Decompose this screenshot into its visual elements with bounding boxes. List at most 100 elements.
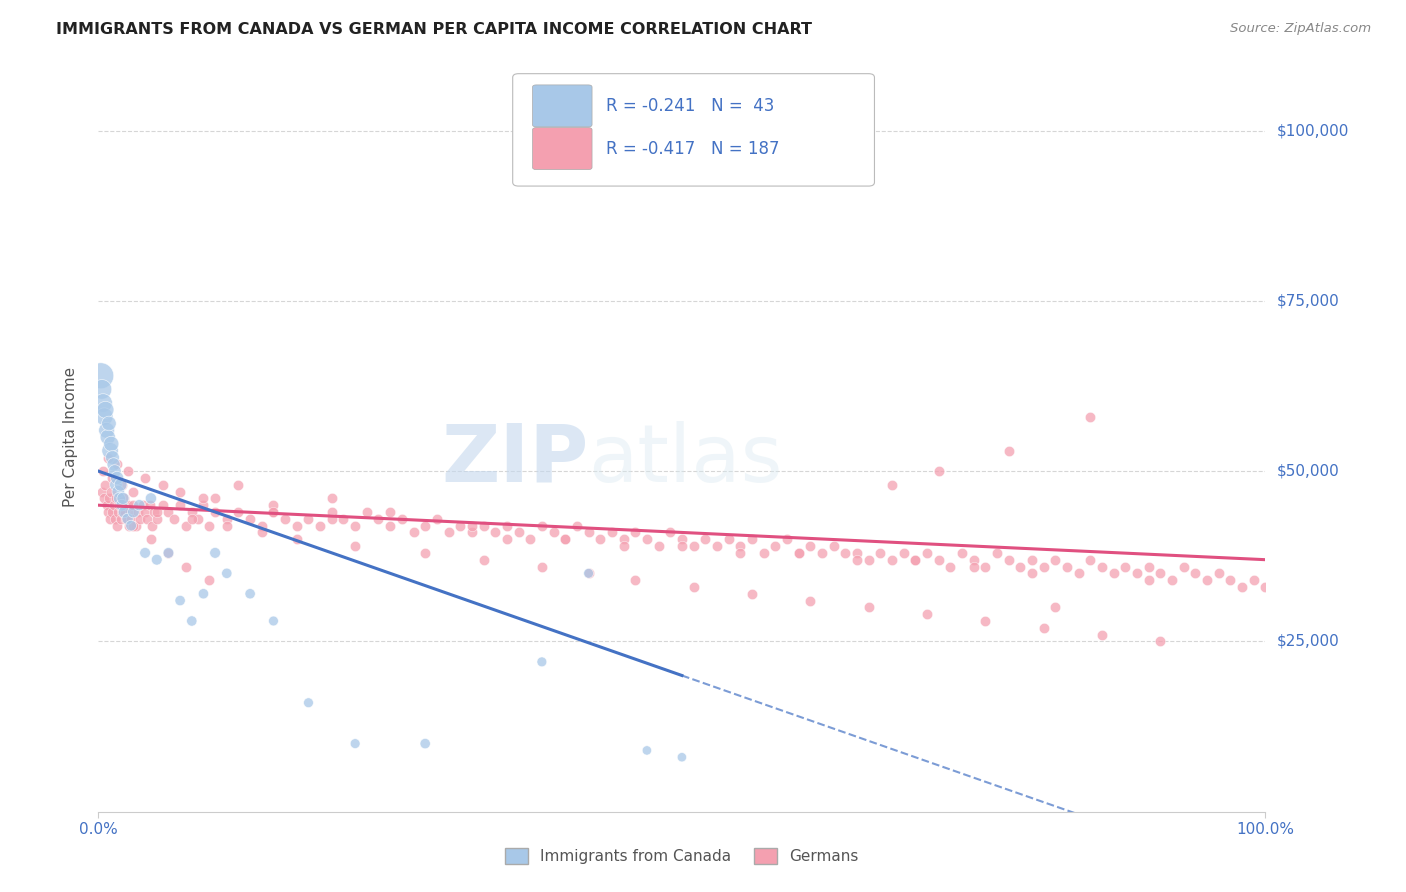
Point — [174, 559, 197, 574]
Point — [1045, 600, 1067, 615]
Point — [1219, 573, 1241, 587]
Point — [122, 484, 145, 499]
Point — [1184, 566, 1206, 581]
Point — [752, 546, 775, 560]
Point — [636, 533, 658, 547]
Y-axis label: Per Capita Income: Per Capita Income — [63, 367, 77, 508]
Point — [146, 552, 169, 566]
Point — [1126, 566, 1149, 581]
Point — [204, 505, 226, 519]
Point — [613, 539, 636, 553]
Point — [122, 498, 145, 512]
FancyBboxPatch shape — [513, 74, 875, 186]
Point — [120, 512, 142, 526]
Point — [858, 552, 880, 566]
Point — [974, 614, 997, 628]
Point — [134, 471, 156, 485]
Point — [97, 417, 120, 431]
Point — [180, 505, 202, 519]
Point — [915, 546, 938, 560]
Text: IMMIGRANTS FROM CANADA VS GERMAN PER CAPITA INCOME CORRELATION CHART: IMMIGRANTS FROM CANADA VS GERMAN PER CAP… — [56, 22, 813, 37]
Point — [169, 498, 191, 512]
Point — [928, 552, 950, 566]
Point — [141, 518, 163, 533]
Text: $75,000: $75,000 — [1277, 293, 1340, 309]
Point — [180, 512, 202, 526]
Point — [108, 491, 131, 506]
Point — [1021, 552, 1043, 566]
Point — [1032, 621, 1054, 635]
Point — [380, 505, 402, 519]
Point — [104, 464, 127, 478]
Point — [297, 696, 319, 710]
Point — [763, 539, 786, 553]
Point — [578, 566, 600, 581]
Point — [613, 533, 636, 547]
Point — [426, 512, 449, 526]
Point — [449, 518, 471, 533]
Point — [157, 546, 180, 560]
Text: R = -0.417   N = 187: R = -0.417 N = 187 — [606, 140, 779, 158]
Point — [787, 546, 810, 560]
Point — [811, 546, 834, 560]
Point — [508, 525, 530, 540]
Point — [98, 512, 121, 526]
Text: $100,000: $100,000 — [1277, 123, 1348, 138]
Point — [904, 552, 927, 566]
Point — [96, 423, 118, 437]
Point — [118, 505, 141, 519]
Point — [472, 552, 495, 566]
Point — [939, 559, 962, 574]
Point — [111, 498, 134, 512]
Point — [107, 484, 129, 499]
Point — [776, 533, 799, 547]
Point — [962, 552, 984, 566]
Point — [554, 533, 576, 547]
Point — [730, 539, 752, 553]
Point — [1114, 559, 1136, 574]
Point — [530, 518, 553, 533]
Point — [787, 546, 810, 560]
Point — [309, 518, 332, 533]
Point — [136, 512, 159, 526]
FancyBboxPatch shape — [533, 85, 592, 127]
Point — [834, 546, 856, 560]
Point — [671, 539, 693, 553]
Point — [105, 458, 128, 472]
Point — [285, 518, 308, 533]
Point — [578, 566, 600, 581]
Point — [1021, 566, 1043, 581]
Point — [112, 505, 135, 519]
Point — [484, 525, 506, 540]
Point — [1045, 552, 1067, 566]
Point — [139, 491, 162, 506]
Point — [120, 518, 142, 533]
Text: ZIP: ZIP — [441, 420, 589, 499]
Point — [986, 546, 1008, 560]
Point — [659, 525, 682, 540]
Point — [193, 587, 215, 601]
Point — [118, 518, 141, 533]
Point — [1243, 573, 1265, 587]
Point — [94, 477, 117, 491]
Point — [91, 464, 114, 478]
Point — [904, 552, 927, 566]
Point — [624, 573, 647, 587]
Point — [139, 498, 162, 512]
Point — [1161, 573, 1184, 587]
Point — [893, 546, 915, 560]
Point — [543, 525, 565, 540]
Point — [193, 491, 215, 506]
Point — [204, 491, 226, 506]
Legend: Immigrants from Canada, Germans: Immigrants from Canada, Germans — [498, 840, 866, 871]
Point — [215, 518, 238, 533]
Point — [107, 505, 129, 519]
Point — [413, 737, 436, 751]
Point — [1032, 559, 1054, 574]
Point — [846, 552, 869, 566]
Point — [111, 477, 134, 491]
Point — [97, 430, 120, 444]
Point — [1195, 573, 1218, 587]
Point — [101, 450, 124, 465]
Point — [101, 505, 124, 519]
